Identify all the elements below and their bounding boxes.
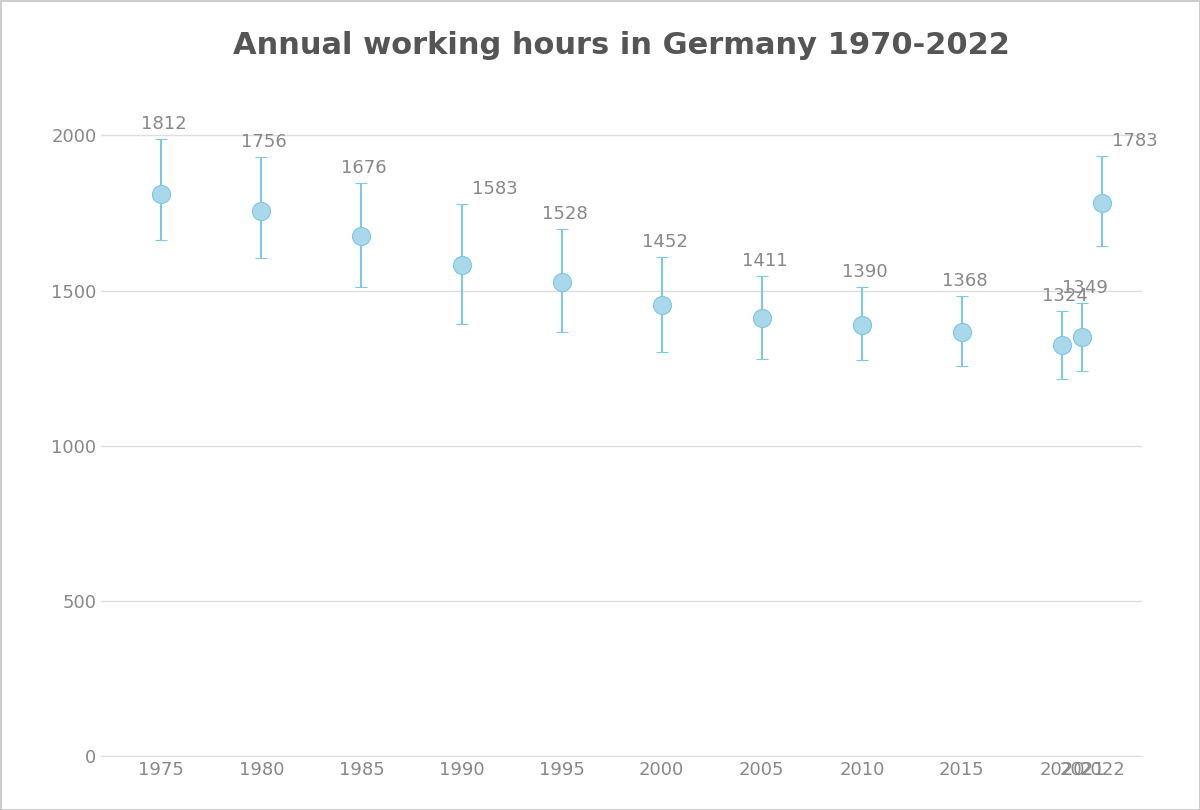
- Text: 1583: 1583: [472, 180, 517, 198]
- Text: 1324: 1324: [1042, 287, 1088, 305]
- Text: 1528: 1528: [541, 205, 587, 223]
- Text: 1676: 1676: [342, 159, 388, 177]
- Text: 1368: 1368: [942, 271, 988, 290]
- Text: 1783: 1783: [1112, 132, 1158, 150]
- Text: 1812: 1812: [142, 115, 187, 134]
- Title: Annual working hours in Germany 1970-2022: Annual working hours in Germany 1970-202…: [233, 32, 1010, 60]
- Text: 1411: 1411: [742, 252, 787, 270]
- Text: 1390: 1390: [842, 263, 888, 281]
- Text: 1756: 1756: [241, 133, 287, 151]
- Text: 1452: 1452: [642, 233, 688, 251]
- Text: 1349: 1349: [1062, 279, 1108, 297]
